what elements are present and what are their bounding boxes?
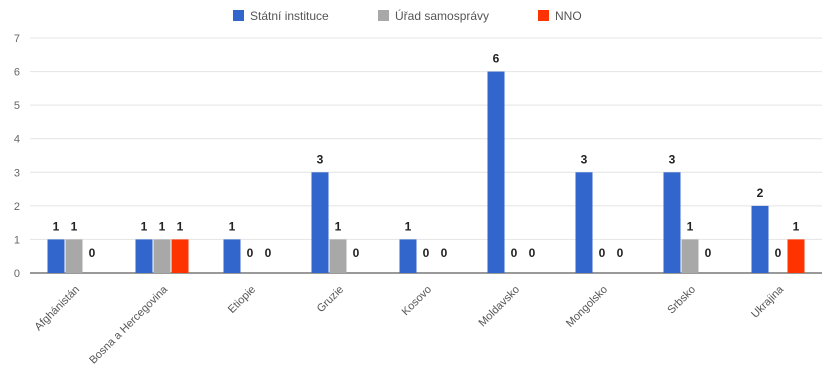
category-label-gruzie: Gruzie — [315, 284, 346, 315]
legend-label-nno: NNO — [555, 9, 582, 23]
bar-etiopie-statni-instituce — [223, 239, 241, 273]
legend-swatch-statni-instituce — [233, 10, 244, 21]
bar-afghanistan-statni-instituce — [47, 239, 65, 273]
category-label-mongolsko: Mongolsko — [564, 284, 610, 330]
y-tick-label-0: 0 — [14, 268, 20, 280]
data-label-afghanistan-statni-instituce: 1 — [53, 219, 60, 233]
category-label-srbsko: Srbsko — [665, 284, 698, 317]
y-tick-label-4: 4 — [14, 134, 20, 146]
y-tick-label-2: 2 — [14, 201, 20, 213]
category-label-kosovo: Kosovo — [400, 284, 434, 318]
y-tick-label-5: 5 — [14, 100, 20, 112]
data-label-srbsko-urad-samospravy: 1 — [687, 219, 694, 233]
bar-bosna-a-hercegovina-nno — [171, 239, 189, 273]
bar-gruzie-statni-instituce — [311, 172, 329, 273]
bars — [47, 71, 805, 273]
data-label-gruzie-nno: 0 — [353, 246, 360, 260]
data-label-mongolsko-nno: 0 — [617, 246, 624, 260]
data-label-kosovo-nno: 0 — [441, 246, 448, 260]
gridlines — [30, 37, 822, 274]
data-label-etiopie-statni-instituce: 1 — [229, 219, 236, 233]
y-tick-label-3: 3 — [14, 167, 20, 179]
bar-ukrajina-statni-instituce — [751, 205, 769, 273]
bar-gruzie-urad-samospravy — [329, 239, 347, 273]
y-axis: 0 1 2 3 4 5 6 7 — [14, 33, 20, 280]
bar-srbsko-statni-instituce — [663, 172, 681, 273]
category-label-ukrajina: Ukrajina — [749, 283, 787, 321]
data-label-mongolsko-statni-instituce: 3 — [581, 152, 588, 166]
x-axis: Afghánistán Bosna a Hercegovina Etiopie Gru… — [33, 283, 787, 366]
data-label-kosovo-urad-samospravy: 0 — [423, 246, 430, 260]
data-label-gruzie-urad-samospravy: 1 — [335, 219, 342, 233]
category-label-bosna-a-hercegovina: Bosna a Hercegovina — [87, 283, 170, 366]
data-label-gruzie-statni-instituce: 3 — [317, 152, 324, 166]
y-tick-label-7: 7 — [14, 33, 20, 45]
data-label-moldavsko-nno: 0 — [529, 246, 536, 260]
legend: Státní instituce Úřad samosprávy NNO — [233, 8, 582, 23]
data-label-bosna-a-hercegovina-urad-samospravy: 1 — [159, 219, 166, 233]
data-label-moldavsko-statni-instituce: 6 — [493, 52, 500, 66]
bar-bosna-a-hercegovina-urad-samospravy — [153, 239, 171, 273]
y-tick-label-6: 6 — [14, 67, 20, 79]
data-label-mongolsko-urad-samospravy: 0 — [599, 246, 606, 260]
data-label-moldavsko-urad-samospravy: 0 — [511, 246, 518, 260]
data-label-bosna-a-hercegovina-nno: 1 — [177, 219, 184, 233]
legend-label-urad-samospravy: Úřad samosprávy — [395, 8, 489, 23]
category-label-afghanistan: Afghánistán — [33, 284, 83, 334]
bar-moldavsko-statni-instituce — [487, 71, 505, 273]
data-label-etiopie-urad-samospravy: 0 — [247, 246, 254, 260]
data-label-ukrajina-nno: 1 — [793, 219, 800, 233]
data-label-kosovo-statni-instituce: 1 — [405, 219, 412, 233]
data-label-afghanistan-nno: 0 — [89, 246, 96, 260]
bar-ukrajina-nno — [787, 239, 805, 273]
data-label-srbsko-nno: 0 — [705, 246, 712, 260]
category-label-moldavsko: Moldavsko — [476, 284, 522, 330]
data-label-afghanistan-urad-samospravy: 1 — [71, 219, 78, 233]
bar-afghanistan-urad-samospravy — [65, 239, 83, 273]
bar-srbsko-urad-samospravy — [681, 239, 699, 273]
legend-label-statni-instituce: Státní instituce — [250, 9, 329, 23]
bar-kosovo-statni-instituce — [399, 239, 417, 273]
legend-swatch-nno — [538, 10, 549, 21]
category-label-etiopie: Etiopie — [226, 284, 258, 316]
data-label-ukrajina-statni-instituce: 2 — [757, 186, 764, 200]
data-label-srbsko-statni-instituce: 3 — [669, 152, 676, 166]
data-label-etiopie-nno: 0 — [265, 246, 272, 260]
legend-swatch-urad-samospravy — [378, 10, 389, 21]
data-label-bosna-a-hercegovina-statni-instituce: 1 — [141, 219, 148, 233]
data-label-ukrajina-urad-samospravy: 0 — [775, 246, 782, 260]
bar-bosna-a-hercegovina-statni-instituce — [135, 239, 153, 273]
bar-mongolsko-statni-instituce — [575, 172, 593, 273]
y-tick-label-1: 1 — [14, 234, 20, 246]
